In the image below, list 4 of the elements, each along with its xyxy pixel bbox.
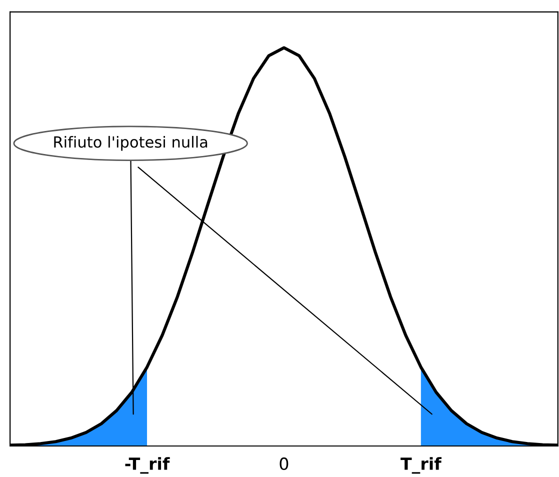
x-tick-label: T_rif — [400, 457, 442, 474]
annotation: Rifiuto l'ipotesi nulla — [54, 136, 208, 151]
x-tick-label: 0 — [280, 457, 288, 470]
x-tick-label: -T_rif — [125, 457, 170, 474]
